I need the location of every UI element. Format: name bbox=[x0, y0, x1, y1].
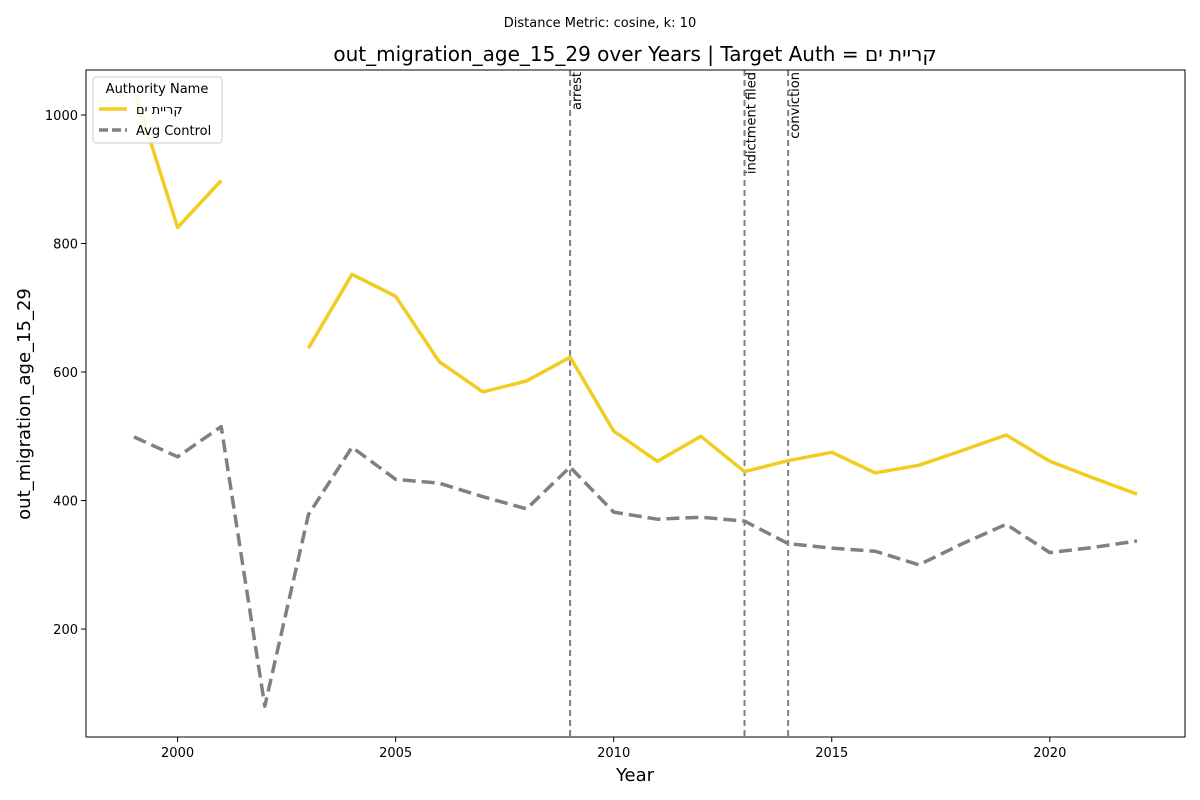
event-label-0: arrest bbox=[570, 72, 585, 110]
x-tick-label-4: 2020 bbox=[1033, 746, 1066, 761]
chart-title: out_migration_age_15_29 over Years | Tar… bbox=[333, 42, 936, 66]
y-tick-label-1: 400 bbox=[53, 495, 78, 510]
x-tick-label-2: 2010 bbox=[597, 746, 630, 761]
y-tick-label-2: 600 bbox=[53, 366, 78, 381]
y-tick-label-3: 800 bbox=[53, 237, 78, 252]
series-line-0 bbox=[132, 88, 1138, 496]
series-line-1 bbox=[133, 424, 1138, 708]
legend-title: Authority Name bbox=[106, 82, 209, 97]
legend: Authority Name קריית ים Avg Control bbox=[92, 76, 223, 144]
event-label-1: indictment filed bbox=[745, 72, 760, 174]
x-tick-label-3: 2015 bbox=[815, 746, 848, 761]
legend-label-0: קריית ים bbox=[136, 103, 183, 118]
y-tick-label-0: 200 bbox=[53, 623, 78, 638]
legend-label-1: Avg Control bbox=[136, 124, 211, 139]
legend-box bbox=[92, 76, 223, 144]
plot-area: arrest indictment filed conviction 2000 2005… bbox=[45, 69, 1186, 761]
y-tick-label-4: 1000 bbox=[45, 109, 78, 124]
x-tick-label-0: 2000 bbox=[161, 746, 194, 761]
chart-suptitle: Distance Metric: cosine, k: 10 bbox=[504, 16, 696, 31]
event-label-2: conviction bbox=[788, 72, 803, 139]
y-axis-label: out_migration_age_15_29 bbox=[14, 288, 35, 520]
axes-frame bbox=[85, 69, 1186, 738]
x-axis-label: Year bbox=[615, 765, 655, 786]
x-tick-label-1: 2005 bbox=[379, 746, 412, 761]
